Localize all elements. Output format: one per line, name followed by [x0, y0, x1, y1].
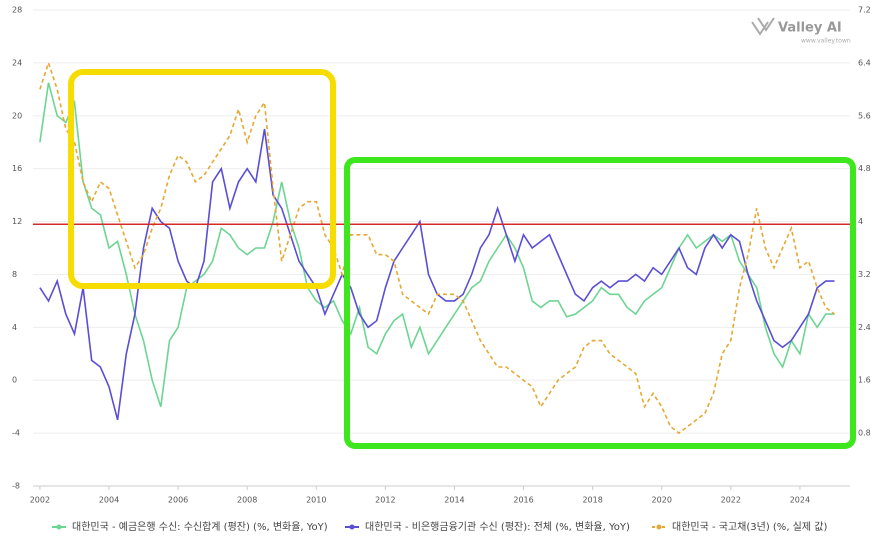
watermark: Valley AI www.valley.town	[751, 17, 851, 45]
y-tick-label: 4	[12, 323, 17, 332]
highlight-box	[344, 157, 856, 449]
y-tick-label: 24	[12, 58, 22, 67]
series-line	[39, 82, 835, 407]
legend-item: 대한민국 - 국고채(3년) (%, 실제 값)	[652, 521, 827, 533]
y2-tick-label: 0.8	[858, 429, 871, 438]
x-tick-label: 2022	[721, 496, 741, 505]
y-tick-label: 20	[12, 111, 22, 120]
x-tick-label: 2002	[30, 496, 50, 505]
highlight-box	[68, 69, 336, 289]
legend-dot	[656, 524, 662, 530]
y2-tick-label: 6.4	[858, 58, 871, 67]
y-tick-label: -8	[12, 482, 20, 491]
y2-tick-label: 5.6	[858, 111, 871, 120]
y2-tick-label: 2.4	[858, 323, 871, 332]
y-tick-label: 8	[12, 270, 17, 279]
legend-item: 대한민국 - 비은행금융기관 수신 (평잔): 전체 (%, 변화율, YoY)	[345, 521, 630, 533]
x-tick-label: 2024	[790, 496, 810, 505]
y2-tick-label: 7.2	[858, 6, 871, 15]
y-tick-label: 12	[12, 217, 22, 226]
y-tick-label: 16	[12, 164, 22, 173]
legend-dot	[349, 524, 355, 530]
x-tick-label: 2010	[306, 496, 326, 505]
y2-tick-label: 1.6	[858, 376, 871, 385]
x-tick-label: 2020	[652, 496, 672, 505]
legend-dot	[56, 524, 62, 530]
legend-label: 대한민국 - 국고채(3년) (%, 실제 값)	[672, 521, 827, 533]
x-tick-label: 2012	[375, 496, 395, 505]
y2-tick-label: 3.2	[858, 270, 871, 279]
logo-url: www.valley.town	[801, 38, 851, 45]
y2-tick-label: 4.8	[858, 164, 871, 173]
series-line	[39, 60, 835, 435]
logo-icon	[751, 17, 775, 36]
y-tick-label: 28	[12, 6, 22, 15]
legend-label: 대한민국 - 예금은행 수신: 수신합계 (평잔) (%, 변화율, YoY)	[72, 521, 328, 533]
y2-tick-label: 4	[858, 217, 863, 226]
x-tick-label: 2008	[237, 496, 257, 505]
y-tick-label: -4	[12, 429, 20, 438]
legend-label: 대한민국 - 비은행금융기관 수신 (평잔): 전체 (%, 변화율, YoY)	[365, 521, 630, 533]
logo-text: Valley AI	[778, 21, 842, 36]
x-tick-label: 2004	[99, 496, 119, 505]
x-tick-label: 2014	[444, 496, 464, 505]
y-tick-label: 0	[12, 376, 17, 385]
x-tick-label: 2006	[168, 496, 188, 505]
x-tick-label: 2018	[582, 496, 602, 505]
legend-item: 대한민국 - 예금은행 수신: 수신합계 (평잔) (%, 변화율, YoY)	[52, 521, 328, 533]
x-tick-label: 2016	[513, 496, 533, 505]
